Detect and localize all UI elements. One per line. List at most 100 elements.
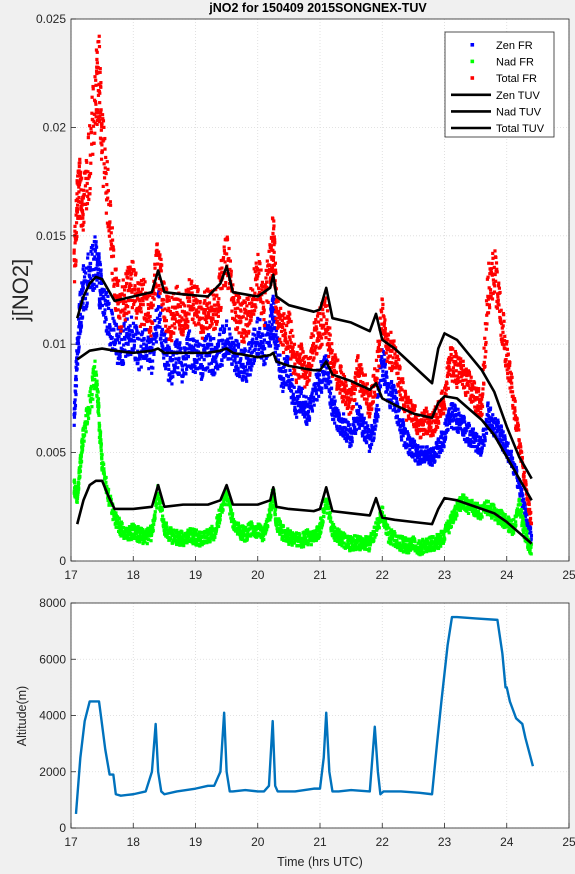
data-point bbox=[484, 506, 488, 511]
data-point bbox=[290, 540, 294, 545]
data-point bbox=[114, 525, 118, 529]
data-point bbox=[90, 268, 94, 272]
data-point bbox=[118, 525, 123, 529]
data-point bbox=[118, 296, 122, 300]
data-point bbox=[396, 423, 400, 427]
data-point bbox=[112, 514, 116, 518]
data-point bbox=[99, 81, 103, 85]
data-point bbox=[164, 337, 168, 341]
data-point bbox=[140, 296, 145, 301]
data-point bbox=[88, 153, 92, 157]
data-point bbox=[234, 529, 238, 533]
data-point bbox=[159, 257, 163, 262]
data-point bbox=[127, 334, 131, 338]
data-point bbox=[270, 312, 274, 317]
data-point bbox=[454, 407, 458, 411]
data-point bbox=[84, 266, 89, 270]
data-point bbox=[242, 371, 246, 375]
data-point bbox=[200, 375, 204, 379]
data-point bbox=[85, 420, 90, 424]
data-point bbox=[81, 216, 85, 220]
data-point bbox=[376, 415, 380, 419]
data-point bbox=[339, 426, 343, 430]
data-point bbox=[446, 527, 451, 531]
data-point bbox=[222, 329, 226, 334]
data-point bbox=[158, 253, 162, 257]
data-point bbox=[199, 377, 204, 381]
data-point bbox=[434, 452, 439, 457]
data-point bbox=[156, 307, 160, 311]
data-point bbox=[326, 372, 330, 377]
data-point bbox=[450, 410, 455, 414]
data-point bbox=[140, 322, 144, 326]
data-point bbox=[408, 436, 412, 440]
data-point bbox=[310, 535, 314, 540]
data-point bbox=[529, 537, 533, 541]
data-point bbox=[335, 427, 339, 431]
data-point bbox=[223, 502, 227, 506]
data-point bbox=[98, 70, 102, 74]
data-point bbox=[477, 447, 481, 451]
data-point bbox=[124, 354, 128, 358]
data-point bbox=[95, 50, 99, 54]
data-point bbox=[134, 324, 138, 328]
data-point bbox=[462, 416, 466, 420]
data-point bbox=[89, 127, 93, 131]
data-point bbox=[346, 545, 351, 549]
data-point bbox=[162, 281, 166, 285]
data-point bbox=[432, 541, 436, 545]
data-point bbox=[267, 508, 271, 512]
data-point bbox=[241, 374, 245, 379]
data-point bbox=[456, 502, 460, 506]
data-point bbox=[215, 354, 219, 358]
data-point bbox=[201, 327, 205, 331]
data-point bbox=[165, 309, 170, 313]
data-point bbox=[226, 357, 230, 361]
data-point bbox=[340, 540, 344, 544]
data-point bbox=[377, 517, 381, 521]
data-point bbox=[115, 297, 119, 301]
data-point bbox=[107, 202, 111, 207]
data-point bbox=[221, 508, 225, 512]
data-point bbox=[314, 392, 319, 396]
data-point bbox=[221, 346, 225, 350]
data-point bbox=[488, 406, 493, 410]
data-point bbox=[193, 348, 197, 352]
data-point bbox=[448, 414, 453, 419]
data-point bbox=[367, 429, 371, 434]
data-point bbox=[109, 328, 113, 332]
data-point bbox=[94, 240, 98, 244]
data-point bbox=[331, 522, 336, 527]
data-point bbox=[131, 260, 135, 264]
data-point bbox=[211, 359, 215, 363]
data-point bbox=[268, 335, 272, 339]
data-point bbox=[206, 366, 210, 370]
data-point bbox=[295, 399, 299, 403]
data-point bbox=[134, 535, 139, 539]
data-point bbox=[86, 413, 90, 417]
data-point bbox=[329, 386, 334, 390]
data-point bbox=[79, 188, 83, 192]
data-point bbox=[357, 544, 362, 549]
data-point bbox=[100, 122, 104, 126]
data-point bbox=[263, 362, 267, 366]
data-point bbox=[339, 417, 344, 421]
data-point bbox=[522, 530, 526, 534]
data-point bbox=[413, 538, 417, 542]
data-point bbox=[263, 347, 267, 351]
data-point bbox=[350, 436, 354, 440]
data-point bbox=[167, 363, 171, 367]
data-point bbox=[100, 280, 104, 284]
data-point bbox=[95, 122, 99, 127]
data-point bbox=[289, 389, 294, 393]
data-point bbox=[221, 324, 225, 328]
data-point bbox=[354, 428, 359, 432]
data-point bbox=[301, 400, 305, 405]
data-point bbox=[390, 393, 394, 397]
data-point bbox=[116, 336, 120, 340]
data-point bbox=[495, 508, 500, 513]
data-point bbox=[333, 525, 337, 530]
data-point bbox=[114, 276, 118, 280]
data-point bbox=[348, 441, 352, 445]
data-point bbox=[88, 124, 92, 128]
